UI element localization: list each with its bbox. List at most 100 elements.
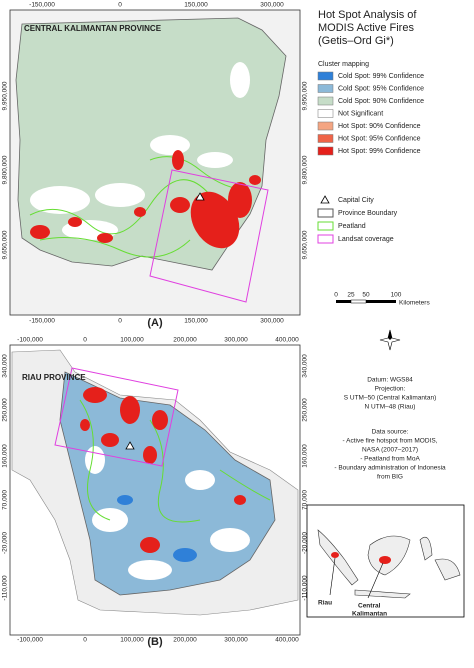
legend-swatch xyxy=(317,84,334,93)
scale-unit: Kilometers xyxy=(399,300,430,307)
y-tick-label: 9,950,000 xyxy=(302,81,309,110)
legend-title: Hot Spot Analysis of xyxy=(318,9,417,21)
peatland xyxy=(79,399,271,523)
x-tick-label: 400,000 xyxy=(275,337,299,344)
y-tick-label: 160,000 xyxy=(2,444,9,468)
legend-label: Capital City xyxy=(338,197,374,204)
legend-swatch xyxy=(317,71,334,81)
y-tick-label: 9,650,000 xyxy=(2,230,9,259)
y-tick-label: 9,800,000 xyxy=(2,155,9,184)
legend-swatch xyxy=(317,109,334,118)
hot-spots xyxy=(80,387,246,553)
x-tick-label: 100,000 xyxy=(120,637,144,644)
x-tick-label: 100,000 xyxy=(120,337,144,344)
legend-symbol xyxy=(317,208,334,218)
legend-label: Cold Spot: 95% Confidence xyxy=(338,85,424,92)
datum-text: Datum: WGS84 xyxy=(367,377,413,384)
inset-label: Central xyxy=(358,603,381,610)
hot-spots xyxy=(30,150,261,249)
scale-label: 0 xyxy=(334,292,338,299)
data-source-text: - Peatland from MoA xyxy=(360,456,420,463)
legend-title: MODIS Active Fires xyxy=(318,22,414,34)
y-tick-label: -20,000 xyxy=(302,532,309,554)
data-source-text: Data source: xyxy=(372,429,409,436)
y-tick-label: -110,000 xyxy=(2,575,9,601)
panel-title: CENTRAL KALIMANTAN PROVINCE xyxy=(24,24,162,33)
legend-swatch xyxy=(317,134,334,143)
legend-label: Hot Spot: 99% Confidence xyxy=(338,148,421,155)
x-tick-label: 300,000 xyxy=(224,637,248,644)
legend-symbol xyxy=(317,234,334,244)
datum-text: Projection: xyxy=(375,386,406,393)
y-tick-label: 250,000 xyxy=(302,398,309,422)
x-tick-label: 0 xyxy=(118,2,122,9)
datum-text: N UTM–48 (Riau) xyxy=(365,404,416,411)
inset-label: Riau xyxy=(318,600,332,607)
legend-symbol xyxy=(320,195,330,204)
capital-city xyxy=(125,441,135,450)
inset-label: Kalimantan xyxy=(352,611,387,618)
x-tick-label: 300,000 xyxy=(224,337,248,344)
map-b: RIAU PROVINCE xyxy=(9,344,301,636)
data-source-text: - Boundary administration of Indonesia xyxy=(334,465,446,472)
y-tick-label: 340,000 xyxy=(302,354,309,378)
capital-city xyxy=(195,192,205,201)
y-tick-label: -20,000 xyxy=(2,532,9,554)
scale-label: 100 xyxy=(391,292,402,299)
landsat-coverage xyxy=(149,169,269,303)
x-tick-label: -150,000 xyxy=(29,2,55,9)
scale-segment xyxy=(366,300,396,303)
legend-swatch xyxy=(317,121,334,131)
datum-text: S UTM–50 (Central Kalimantan) xyxy=(344,395,436,402)
legend-label: Hot Spot: 90% Confidence xyxy=(338,123,421,130)
legend-symbol xyxy=(317,221,334,231)
data-source-text: NASA (2007–2017) xyxy=(362,447,418,454)
scale-segment xyxy=(350,299,367,304)
y-tick-label: 9,650,000 xyxy=(302,230,309,259)
legend-label: Province Boundary xyxy=(338,210,398,217)
y-tick-label: 9,800,000 xyxy=(302,155,309,184)
x-tick-label: 0 xyxy=(118,318,122,325)
x-tick-label: 300,000 xyxy=(260,2,284,9)
not-significant-patches xyxy=(85,446,250,580)
legend-label: Cold Spot: 90% Confidence xyxy=(338,98,424,105)
scale-segment xyxy=(336,300,351,303)
legend-swatch xyxy=(317,146,334,156)
y-tick-label: 160,000 xyxy=(302,444,309,468)
legend: Cold Spot: 99% Confidence Cold Spot: 95% … xyxy=(317,71,424,244)
panel-label: (B) xyxy=(147,636,163,648)
legend-label: Hot Spot: 95% Confidence xyxy=(338,135,421,142)
landsat-coverage xyxy=(54,367,179,467)
y-tick-label: -110,000 xyxy=(302,575,309,601)
y-tick-label: 70,000 xyxy=(2,490,9,510)
north-arrow xyxy=(379,329,401,351)
data-source-text: - Active fire hotspot from MODIS, xyxy=(343,438,438,445)
legend-label: Not Significant xyxy=(338,110,383,117)
x-tick-label: -100,000 xyxy=(17,337,43,344)
panel-label: (A) xyxy=(147,317,163,329)
y-tick-label: 250,000 xyxy=(2,398,9,422)
x-tick-label: 150,000 xyxy=(184,2,208,9)
legend-title: (Getis–Ord Gi*) xyxy=(318,35,394,47)
x-tick-label: 0 xyxy=(83,337,87,344)
x-tick-label: 200,000 xyxy=(173,637,197,644)
x-tick-label: 300,000 xyxy=(260,318,284,325)
legend-label: Cold Spot: 99% Confidence xyxy=(338,73,424,80)
x-tick-label: -150,000 xyxy=(29,318,55,325)
scale-label: 25 xyxy=(347,292,355,299)
panel-title: RIAU PROVINCE xyxy=(22,373,86,382)
x-tick-label: 400,000 xyxy=(275,637,299,644)
y-tick-label: 340,000 xyxy=(2,354,9,378)
legend-label: Landsat coverage xyxy=(338,236,394,243)
legend-label: Peatland xyxy=(338,223,366,230)
x-tick-label: -100,000 xyxy=(17,637,43,644)
legend-swatch xyxy=(317,96,334,106)
scale-label: 50 xyxy=(362,292,370,299)
cold-spots xyxy=(117,495,197,562)
y-tick-label: 9,950,000 xyxy=(2,81,9,110)
map-a: CENTRAL KALIMANTAN PROVINCE xyxy=(9,9,301,316)
x-tick-label: 200,000 xyxy=(173,337,197,344)
inset-map: Riau Central Kalimantan xyxy=(306,504,465,618)
